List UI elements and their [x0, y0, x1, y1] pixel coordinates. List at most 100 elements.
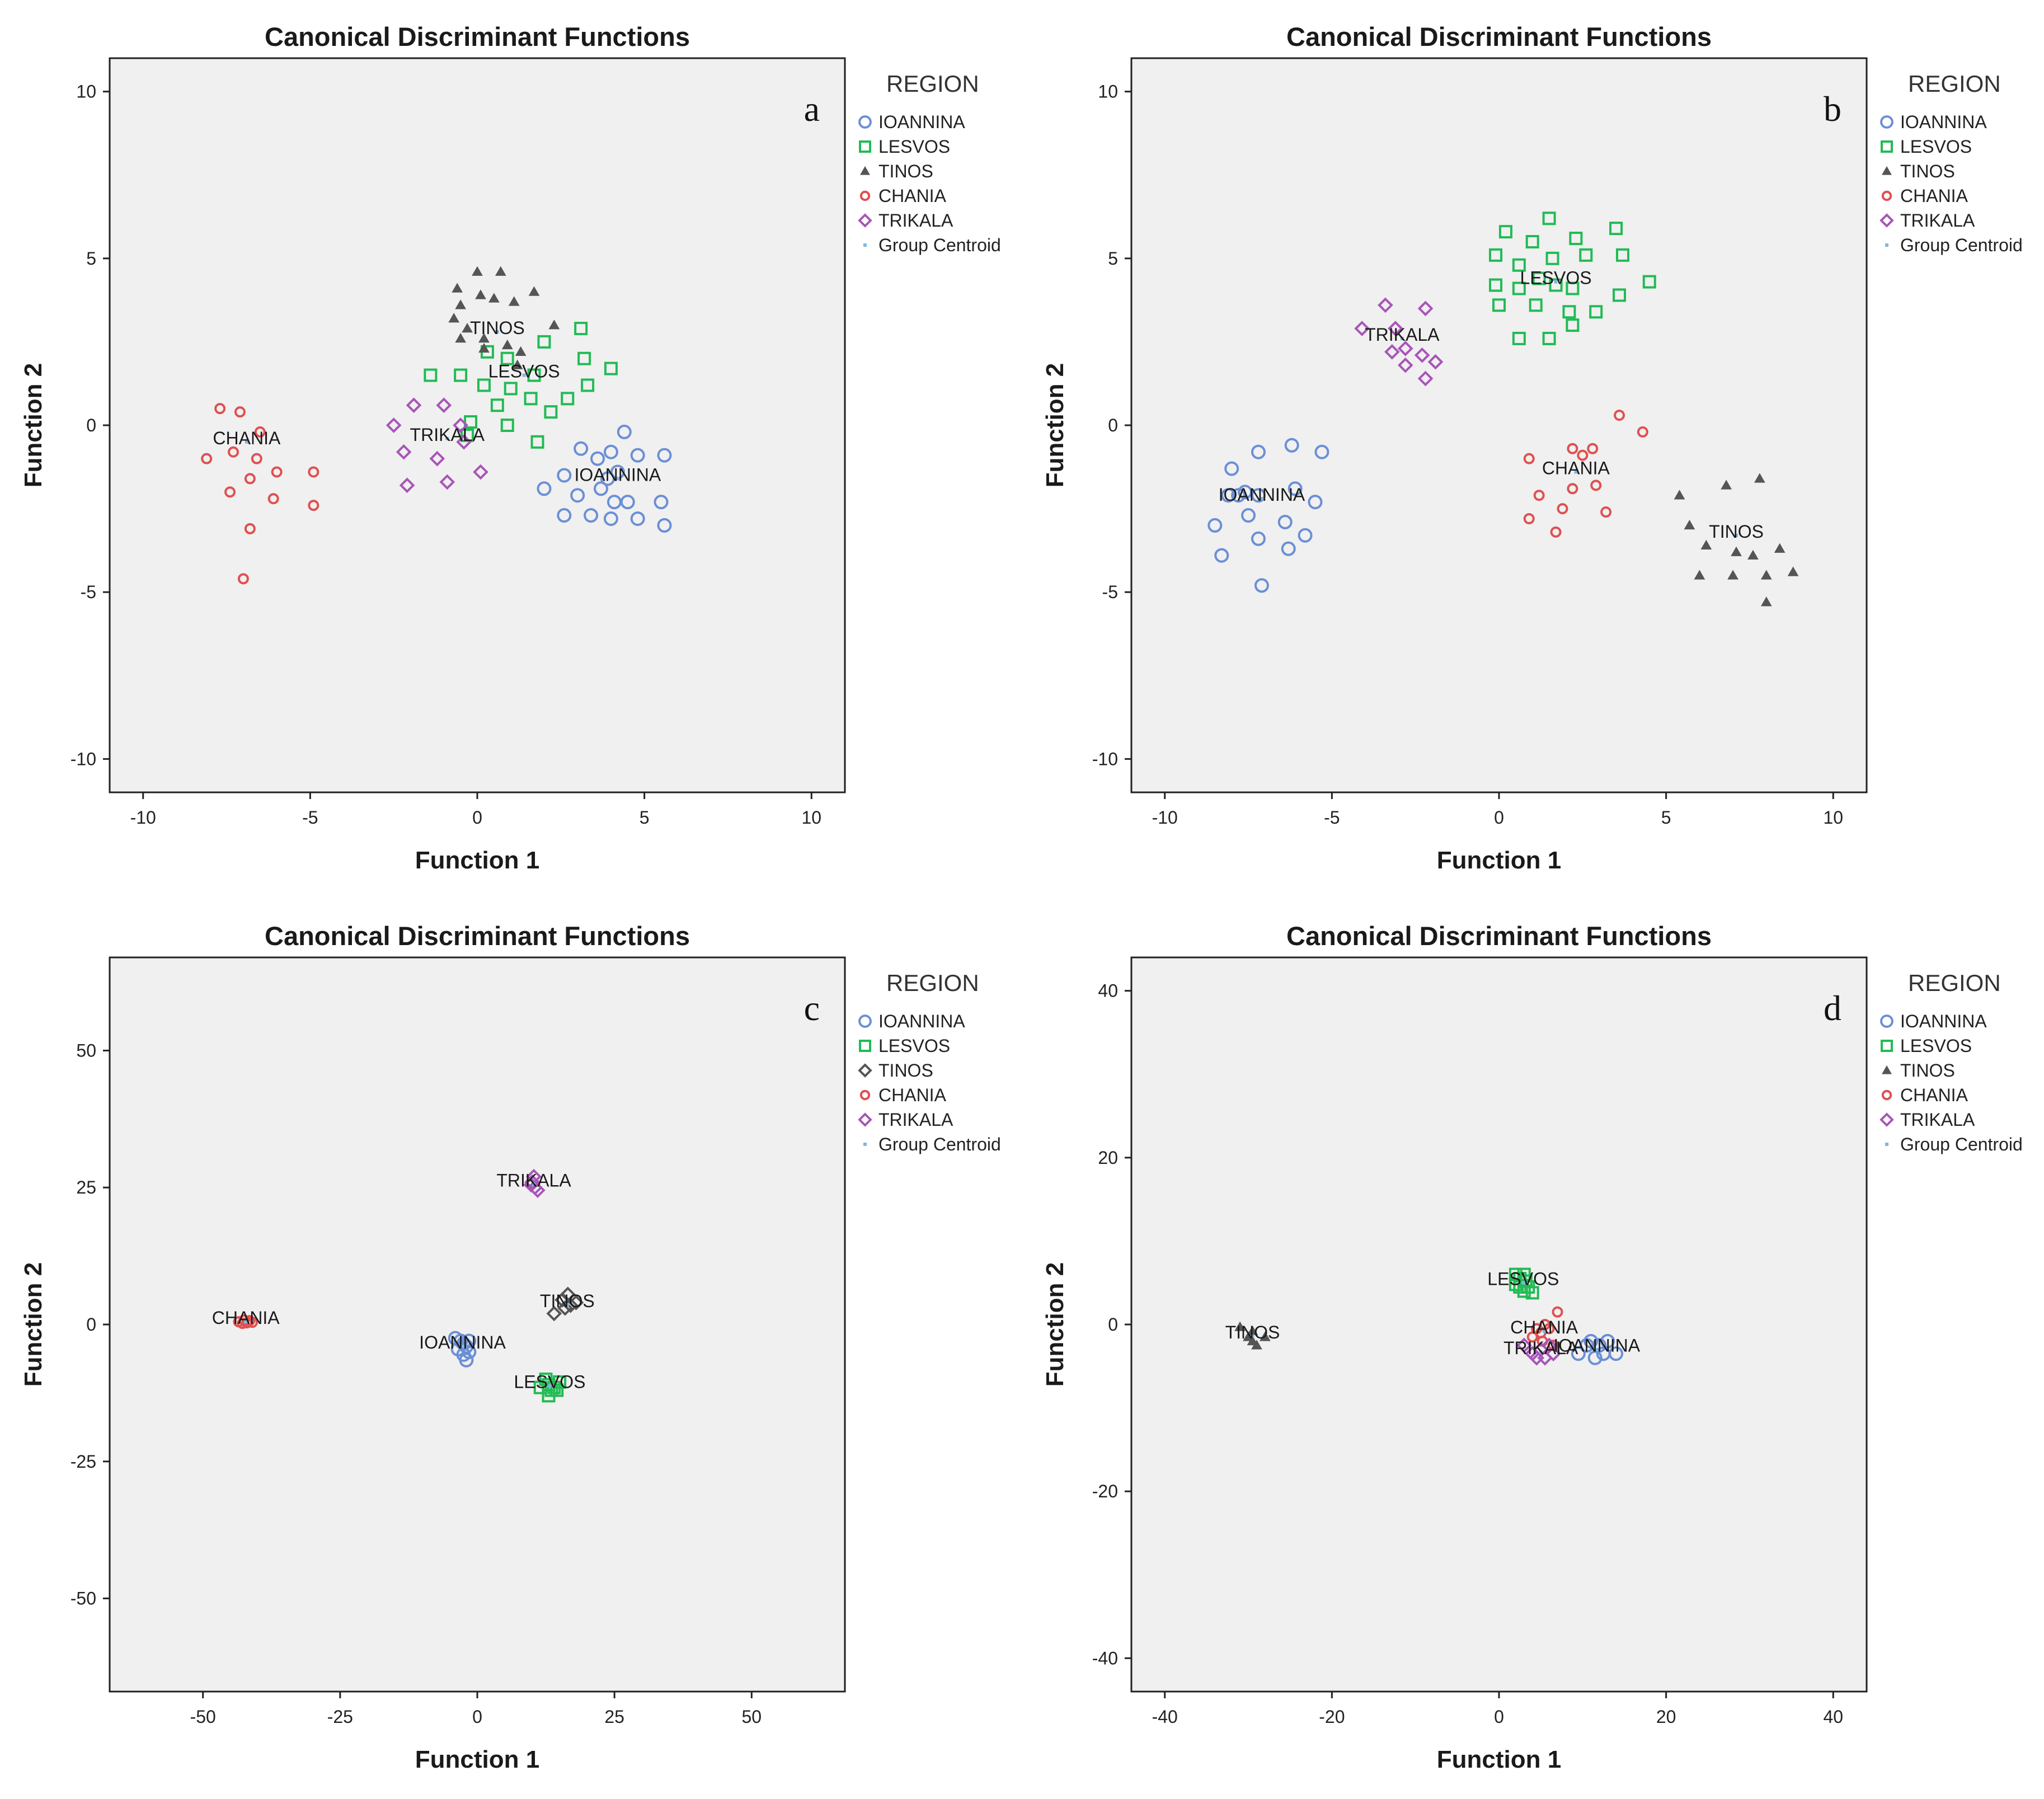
data-point	[1512, 331, 1526, 345]
data-point	[461, 428, 474, 442]
data-point	[1414, 347, 1430, 363]
legend-title: REGION	[886, 970, 979, 996]
data-point	[617, 424, 632, 439]
data-point	[251, 453, 262, 464]
data-point	[1254, 578, 1269, 593]
chart-title: Canonical Discriminant Functions	[265, 22, 690, 51]
data-point	[234, 406, 246, 418]
data-point	[1642, 275, 1656, 289]
data-point	[546, 1305, 562, 1322]
group-centroid	[548, 1384, 552, 1388]
data-point	[1583, 1333, 1599, 1349]
data-point	[557, 468, 572, 483]
data-point	[1526, 1331, 1538, 1343]
data-point	[1529, 1350, 1545, 1366]
data-point	[396, 444, 412, 460]
series-trikala	[1354, 297, 1444, 387]
data-point	[1760, 570, 1772, 580]
data-point	[1214, 548, 1229, 563]
data-point	[1579, 248, 1593, 262]
centroid-label: CHANIA	[1510, 1317, 1578, 1337]
data-point	[1251, 531, 1266, 546]
chart-panel-d: Canonical Discriminant Functions d -40 -20 0…	[1022, 899, 2043, 1798]
legend-label: CHANIA	[1900, 1085, 1968, 1105]
data-point	[530, 435, 544, 449]
data-point	[1308, 495, 1323, 510]
data-point	[1529, 298, 1543, 312]
data-point	[500, 419, 514, 432]
legend-label: Group Centroid	[878, 235, 1001, 255]
x-tick-label: 20	[1656, 1707, 1676, 1727]
data-point	[456, 434, 472, 450]
data-point	[590, 451, 605, 466]
legend-label: TRIKALA	[878, 1110, 953, 1130]
legend-marker	[1882, 1065, 1892, 1074]
series-tinos	[546, 1286, 584, 1322]
data-point	[224, 486, 236, 498]
x-axis-label: Function 1	[1437, 1746, 1561, 1773]
panel-letter: c	[804, 988, 820, 1028]
data-point	[527, 368, 541, 382]
x-axis-label: Function 1	[415, 847, 539, 874]
legend-marker	[858, 1112, 872, 1127]
legend-label: TRIKALA	[878, 210, 953, 231]
data-point	[1281, 541, 1296, 556]
data-point	[308, 500, 319, 511]
series-lesvos	[1509, 1267, 1539, 1300]
data-point	[1587, 443, 1599, 454]
data-point	[1509, 1277, 1523, 1291]
data-point	[1378, 297, 1393, 313]
data-point	[406, 397, 422, 414]
y-tick-label: -10	[71, 749, 96, 769]
legend-marker	[1885, 1143, 1888, 1146]
legend-marker	[1885, 243, 1888, 247]
legend-label: Group Centroid	[1900, 235, 2023, 255]
data-point	[620, 495, 635, 510]
series-tinos	[1234, 1321, 1271, 1350]
chart-title: Canonical Discriminant Functions	[1286, 22, 1712, 51]
centroid-label: CHANIA	[1542, 458, 1610, 478]
x-tick-label: 25	[604, 1707, 624, 1727]
legend-marker	[1879, 213, 1894, 228]
data-point	[1674, 490, 1685, 500]
data-point	[603, 444, 618, 459]
legend-label: IOANNINA	[1900, 112, 1987, 132]
data-point	[244, 473, 256, 485]
data-point	[557, 508, 572, 523]
data-point	[1277, 514, 1293, 529]
centroid-label: TINOS	[1225, 1322, 1280, 1342]
y-tick-label: -50	[71, 1589, 96, 1609]
centroid-label: TINOS	[540, 1291, 595, 1311]
legend-label: LESVOS	[1900, 1036, 1972, 1056]
data-point	[1221, 488, 1236, 503]
data-point	[1566, 281, 1580, 295]
legend-marker	[859, 1040, 871, 1052]
y-tick-label: 0	[1108, 415, 1118, 435]
data-point	[477, 378, 491, 392]
data-point	[508, 296, 520, 306]
group-centroid	[532, 1182, 536, 1186]
legend-marker	[1881, 140, 1893, 153]
data-point	[557, 1300, 573, 1316]
data-point	[1542, 331, 1556, 345]
data-point	[1545, 251, 1559, 265]
centroid-label: TRIKALA	[410, 425, 485, 445]
data-point	[237, 573, 249, 585]
data-point	[1774, 543, 1785, 553]
data-point	[537, 481, 552, 496]
legend-title: REGION	[886, 71, 979, 97]
legend-marker	[858, 115, 872, 129]
data-point	[600, 471, 615, 486]
x-axis-label: Function 1	[1437, 847, 1561, 874]
data-point	[459, 1352, 474, 1368]
centroid-label: TRIKALA	[1365, 325, 1440, 345]
data-point	[1609, 1346, 1624, 1361]
group-centroid	[522, 373, 526, 377]
data-point	[1533, 490, 1545, 501]
data-point	[1541, 1337, 1557, 1354]
data-point	[1609, 222, 1623, 236]
legend-title: REGION	[1908, 970, 2001, 996]
data-point	[462, 323, 473, 333]
data-point	[1587, 1350, 1603, 1365]
data-point	[472, 266, 483, 276]
